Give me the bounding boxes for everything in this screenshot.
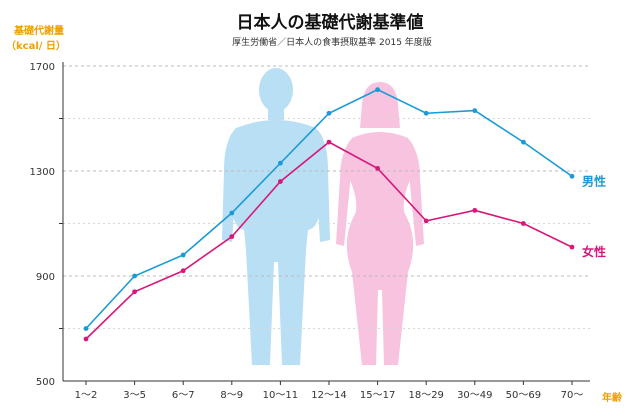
x-tick-label: 10〜11 [263, 390, 298, 401]
y-tick-labels: 500 900 1300 1700 [30, 62, 55, 388]
y-tick-label: 1700 [30, 62, 55, 73]
male-silhouette [222, 68, 330, 365]
data-point [569, 173, 575, 179]
axes [62, 62, 590, 382]
female-silhouette [336, 82, 424, 365]
data-point [132, 273, 138, 279]
male-body [232, 120, 320, 365]
data-point [180, 268, 186, 274]
male-right-arm [316, 128, 330, 242]
data-point [472, 207, 478, 213]
chart-title: 日本人の基礎代謝基準値 [237, 12, 424, 33]
chart-subtitle: 厚生労働省／日本人の食事摂取基準 2015 年度版 [232, 36, 432, 48]
grid [59, 65, 590, 329]
data-point [229, 210, 235, 216]
data-point [521, 221, 526, 226]
data-point [83, 326, 89, 331]
y-tick-label: 500 [36, 377, 55, 388]
y-axis-label-line2: （kcal/ 日） [6, 39, 66, 52]
data-point [180, 252, 186, 258]
x-axis-label: 年齢 [602, 391, 623, 404]
x-tick-label: 6〜7 [172, 390, 195, 401]
y-tick-label: 1300 [30, 167, 55, 178]
y-axis-label-line1: 基礎代謝量 [13, 24, 64, 37]
data-point [472, 108, 478, 114]
female-left-arm [336, 138, 352, 246]
data-point [278, 160, 283, 166]
series-line-female [85, 141, 573, 340]
data-point [326, 110, 332, 116]
data-point [569, 244, 575, 250]
x-tick-label: 1〜2 [75, 390, 98, 401]
data-point [423, 218, 429, 224]
male-head [259, 68, 293, 112]
data-point [423, 110, 429, 116]
data-point [375, 165, 380, 171]
data-point [375, 87, 380, 93]
data-point [278, 179, 283, 184]
x-tick-label: 50〜69 [506, 390, 541, 401]
x-tick-label: 18〜29 [408, 390, 443, 401]
x-tick-label: 30〜49 [457, 390, 492, 401]
data-point [326, 139, 332, 145]
y-tick-label: 900 [36, 272, 55, 283]
male-neck [268, 106, 284, 120]
male-left-arm [222, 128, 236, 242]
female-right-arm [408, 138, 424, 246]
x-tick-label: 8〜9 [220, 390, 243, 401]
female-body [346, 132, 414, 365]
x-tick-label: 3〜5 [123, 390, 146, 401]
data-point [83, 336, 89, 342]
data-point [132, 289, 138, 295]
data-point [229, 234, 235, 240]
female-head [360, 82, 400, 128]
x-tick-label: 12〜14 [311, 390, 346, 401]
x-tick-labels: 1〜2 3〜5 6〜7 8〜9 10〜11 12〜14 15〜17 18〜29 30〜49 50〜… [75, 381, 584, 401]
series-label-female: 女性 [582, 244, 606, 259]
series-label-male: 男性 [582, 173, 606, 188]
data-point [521, 139, 526, 145]
x-tick-label: 15〜17 [360, 390, 395, 401]
x-tick-label: 70〜 [561, 390, 584, 401]
silhouettes [222, 68, 424, 365]
